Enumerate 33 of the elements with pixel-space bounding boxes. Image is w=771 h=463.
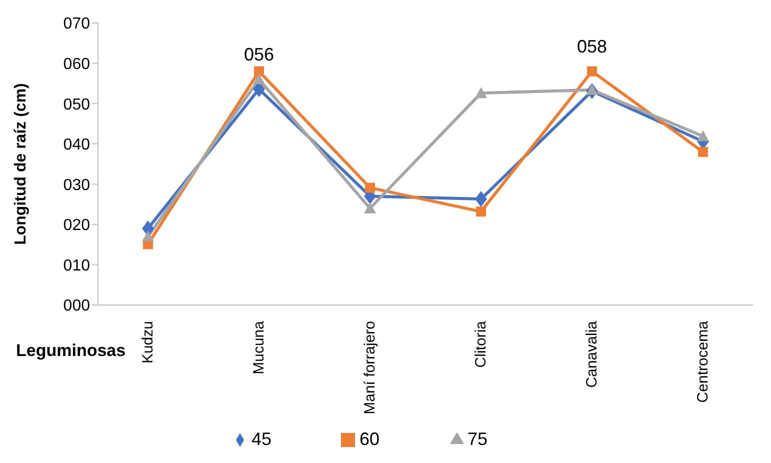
legend-label: 75 xyxy=(468,429,488,449)
x-axis-title: Leguminosas xyxy=(16,341,126,361)
point xyxy=(587,66,597,76)
x-tick-label: Centrocema xyxy=(694,320,712,403)
x-tick-label: Maní forrajero xyxy=(362,321,378,414)
y-tick-label: 040 xyxy=(63,136,90,154)
y-tick-label: 060 xyxy=(63,56,90,73)
x-tick-label: Clitoria xyxy=(472,320,490,368)
legend-label: 60 xyxy=(359,429,380,449)
y-tick-label: 030 xyxy=(63,176,90,194)
x-tick-label: Mucuna xyxy=(250,320,268,374)
x-tick-label: Kudzu xyxy=(140,321,156,364)
point xyxy=(697,130,709,142)
point xyxy=(142,230,154,242)
annotation: 058 xyxy=(576,36,608,56)
y-axis-title: Longitud de raíz (cm) xyxy=(12,83,30,245)
point xyxy=(475,87,487,98)
point xyxy=(475,191,487,208)
point xyxy=(586,84,598,95)
point xyxy=(364,202,376,214)
y-tick-label: 050 xyxy=(63,96,90,114)
point xyxy=(254,66,264,76)
y-tick-label: 000 xyxy=(63,298,90,315)
y-tick-label: 020 xyxy=(63,217,90,234)
point xyxy=(698,146,708,157)
x-tick-label: Canavalia xyxy=(584,320,600,388)
y-tick-label: 010 xyxy=(63,257,90,274)
annotation: 056 xyxy=(244,44,274,64)
point xyxy=(476,206,486,217)
y-tick-label: 070 xyxy=(63,16,90,33)
point xyxy=(253,73,265,84)
legend-label: 45 xyxy=(251,429,272,449)
point xyxy=(365,182,375,193)
